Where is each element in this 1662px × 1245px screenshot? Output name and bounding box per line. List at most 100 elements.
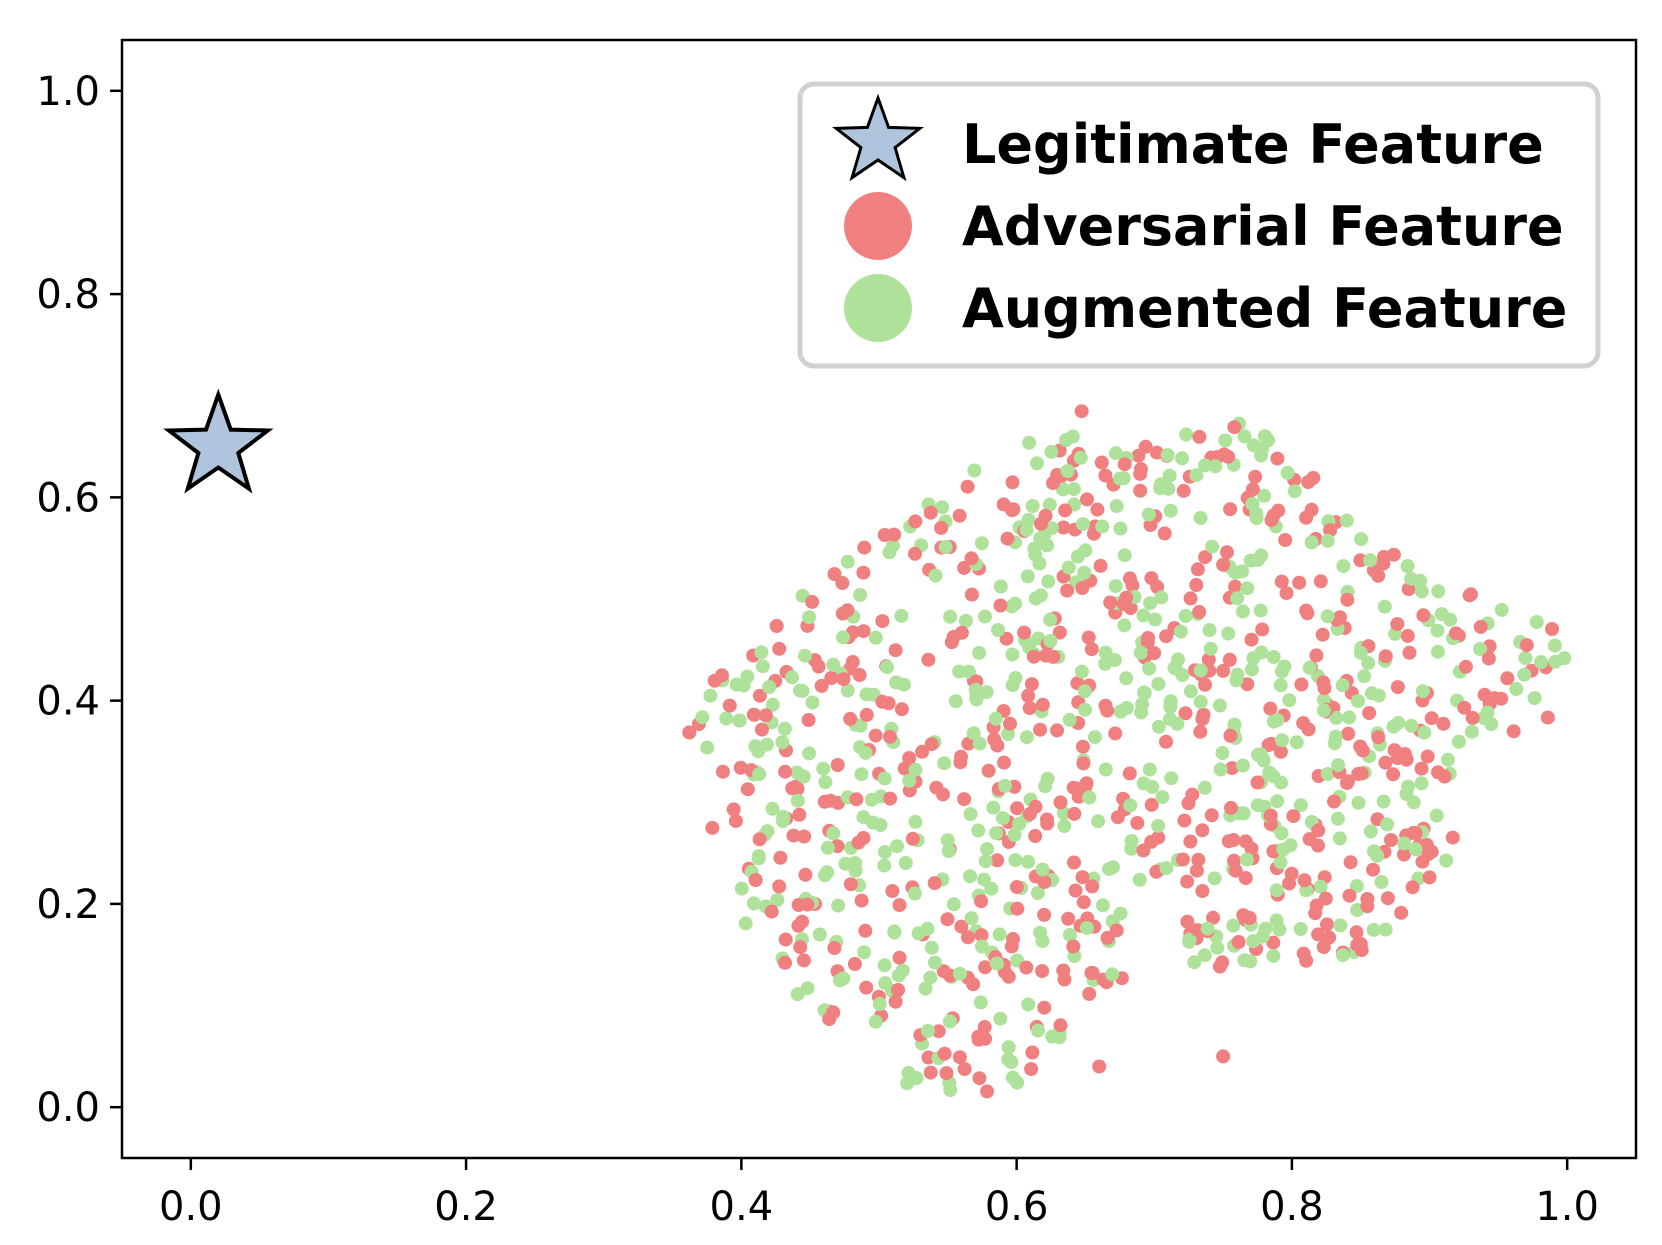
scatter-point [1406, 825, 1421, 840]
scatter-point [1417, 725, 1432, 740]
scatter-point [835, 576, 850, 590]
x-tick-label: 0.2 [434, 1184, 498, 1230]
scatter-point [805, 594, 820, 609]
scatter-point [1527, 691, 1542, 706]
scatter-point [1093, 558, 1108, 573]
scatter-point [892, 898, 907, 913]
scatter-point [997, 755, 1011, 770]
scatter-point [1067, 806, 1082, 821]
scatter-point [1227, 420, 1242, 435]
scatter-point [1378, 922, 1393, 937]
scatter-point [954, 625, 969, 640]
scatter-point [754, 645, 769, 660]
scatter-point [1296, 946, 1311, 961]
scatter-point [991, 623, 1005, 637]
scatter-point [1397, 836, 1411, 851]
scatter-point [1159, 734, 1173, 749]
scatter-point [1254, 747, 1268, 762]
scatter-point [1400, 559, 1415, 573]
scatter-point [918, 981, 933, 996]
scatter-point [978, 960, 993, 975]
scatter-point [836, 672, 851, 687]
scatter-point [964, 551, 979, 566]
scatter-point [1231, 935, 1246, 949]
scatter-point [1341, 726, 1356, 741]
scatter-point [920, 1023, 935, 1038]
scatter-point [1043, 612, 1058, 627]
scatter-point [1178, 608, 1193, 623]
scatter-point [1210, 940, 1225, 955]
scatter-point [1025, 499, 1040, 513]
scatter-point [1175, 451, 1189, 466]
scatter-point [1193, 510, 1208, 525]
scatter-point [1534, 655, 1549, 670]
y-axis: 0.0 0.2 0.4 0.6 0.8 1.0 [36, 69, 122, 1131]
scatter-point [1240, 677, 1255, 692]
scatter-point [1078, 702, 1092, 717]
scatter-point [1437, 769, 1452, 784]
scatter-point [1436, 716, 1451, 731]
scatter-point [831, 898, 846, 913]
scatter-point [1021, 854, 1036, 869]
scatter-point [1262, 765, 1277, 780]
scatter-point [1320, 609, 1335, 624]
scatter-point [981, 763, 996, 778]
scatter-point [682, 725, 697, 740]
scatter-point [1189, 578, 1204, 592]
scatter-point [1170, 716, 1185, 731]
scatter-point [1201, 652, 1216, 667]
scatter-point [1245, 497, 1260, 511]
scatter-point [1151, 818, 1166, 833]
scatter-point [1430, 644, 1445, 659]
scatter-point [894, 608, 909, 623]
scatter-point [967, 463, 982, 478]
y-tick-label: 1.0 [36, 69, 100, 115]
scatter-point [1094, 455, 1109, 470]
scatter-point [1357, 669, 1372, 684]
scatter-point [759, 737, 774, 752]
scatter-point [880, 660, 894, 675]
scatter-point [875, 614, 890, 629]
scatter-point [1273, 678, 1288, 693]
scatter-point [900, 1076, 915, 1091]
scatter-point [1119, 671, 1134, 686]
legend-adversarial-marker [844, 192, 912, 260]
scatter-point [1439, 853, 1454, 868]
scatter-point [752, 832, 767, 847]
scatter-point [1183, 684, 1198, 699]
scatter-point [1050, 723, 1065, 738]
scatter-point [1335, 678, 1350, 693]
scatter-point [1150, 579, 1165, 594]
x-axis: 0.0 0.2 0.4 0.6 0.8 1.0 [159, 1158, 1599, 1230]
scatter-point [827, 567, 842, 581]
scatter-point [1060, 464, 1075, 478]
scatter-point [971, 823, 986, 838]
legend-label-augmented: Augmented Feature [962, 277, 1567, 340]
scatter-point [1075, 870, 1090, 885]
scatter-point [1133, 462, 1148, 477]
scatter-point [889, 675, 904, 690]
scatter-point [902, 773, 917, 788]
scatter-point [840, 683, 855, 698]
scatter-point [1494, 602, 1509, 617]
scatter-point [1025, 1045, 1040, 1060]
scatter-point [1019, 730, 1034, 745]
scatter-point [1076, 895, 1091, 910]
scatter-point [1217, 447, 1232, 462]
scatter-point [1380, 817, 1395, 832]
scatter-point [883, 729, 897, 744]
scatter-point [1183, 834, 1198, 849]
scatter-point [1299, 510, 1314, 525]
scatter-point [793, 940, 808, 955]
scatter-point [1263, 701, 1278, 716]
scatter-point [1367, 844, 1381, 859]
scatter-point [1193, 663, 1208, 678]
scatter-point [1327, 794, 1341, 809]
scatter-point [1154, 590, 1169, 605]
scatter-point [1053, 795, 1068, 810]
scatter-point [1205, 539, 1220, 554]
scatter-point [1098, 468, 1113, 483]
scatter-point [1384, 833, 1398, 847]
scatter-point [797, 648, 812, 663]
scatter-point [833, 973, 847, 988]
